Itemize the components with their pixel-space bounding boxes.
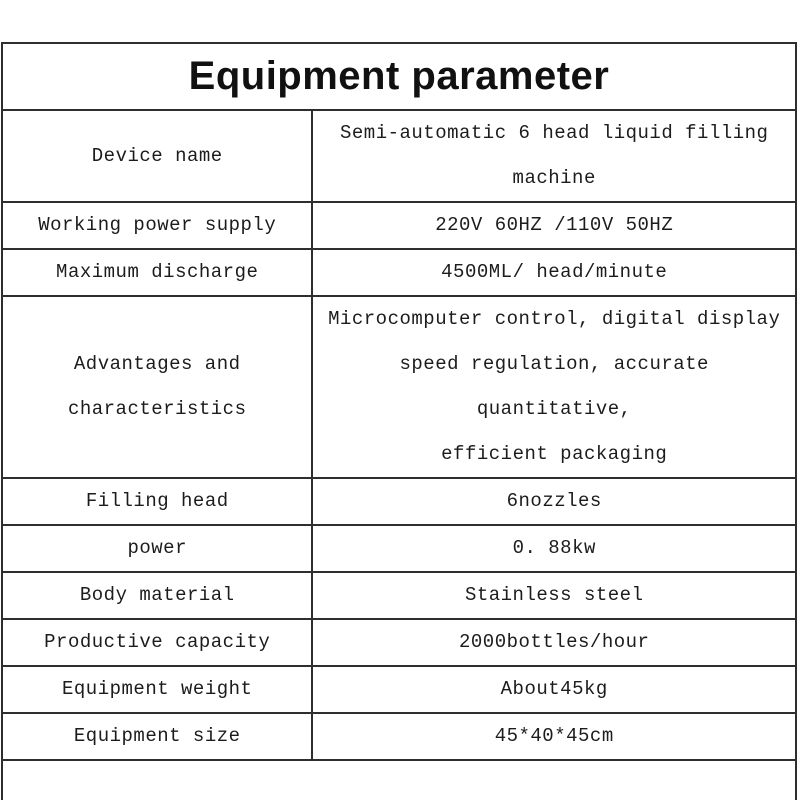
spec-table: Equipment parameter Device name Semi-aut… [1,42,797,800]
spec-value: About45kg [500,678,608,700]
table-row-advantages: Advantages and characteristics Microcomp… [3,297,795,479]
spec-value: 45*40*45cm [494,725,614,747]
spec-value: 6nozzles [506,490,602,512]
spec-value: Microcomputer control, digital display s… [328,308,781,465]
spec-value: 2000bottles/hour [459,631,650,653]
spec-label: Working power supply [3,203,314,248]
spec-label: Productive capacity [3,620,314,665]
spec-value: Semi-automatic 6 head liquid filling mac… [339,122,769,189]
spec-value: 4500ML/ head/minute [441,261,668,283]
table-row-empty [3,761,795,800]
table-row-body-material: Body material Stainless steel [3,573,795,620]
spec-label: Equipment size [3,714,314,759]
spec-label: Device name [3,111,314,201]
spec-value: Stainless steel [464,584,644,606]
spec-label: Filling head [3,479,314,524]
table-row-maximum-discharge: Maximum discharge 4500ML/ head/minute [3,250,795,297]
table-row-working-power-supply: Working power supply 220V 60HZ /110V 50H… [3,203,795,250]
spec-value: 0. 88kw [512,537,596,559]
page-title: Equipment parameter [188,54,610,98]
spec-value: 220V 60HZ /110V 50HZ [435,214,674,236]
spec-label: Maximum discharge [3,250,314,295]
spec-label: Advantages and characteristics [3,297,314,477]
table-row-filling-head: Filling head 6nozzles [3,479,795,526]
table-row-device-name: Device name Semi-automatic 6 head liquid… [3,111,795,203]
empty-cell [3,761,795,800]
spec-label: Equipment weight [3,667,314,712]
table-row-productive-capacity: Productive capacity 2000bottles/hour [3,620,795,667]
table-title-row: Equipment parameter [3,44,795,111]
spec-label: power [3,526,314,571]
table-row-equipment-weight: Equipment weight About45kg [3,667,795,714]
table-row-power: power 0. 88kw [3,526,795,573]
table-row-equipment-size: Equipment size 45*40*45cm [3,714,795,761]
spec-label: Body material [3,573,314,618]
